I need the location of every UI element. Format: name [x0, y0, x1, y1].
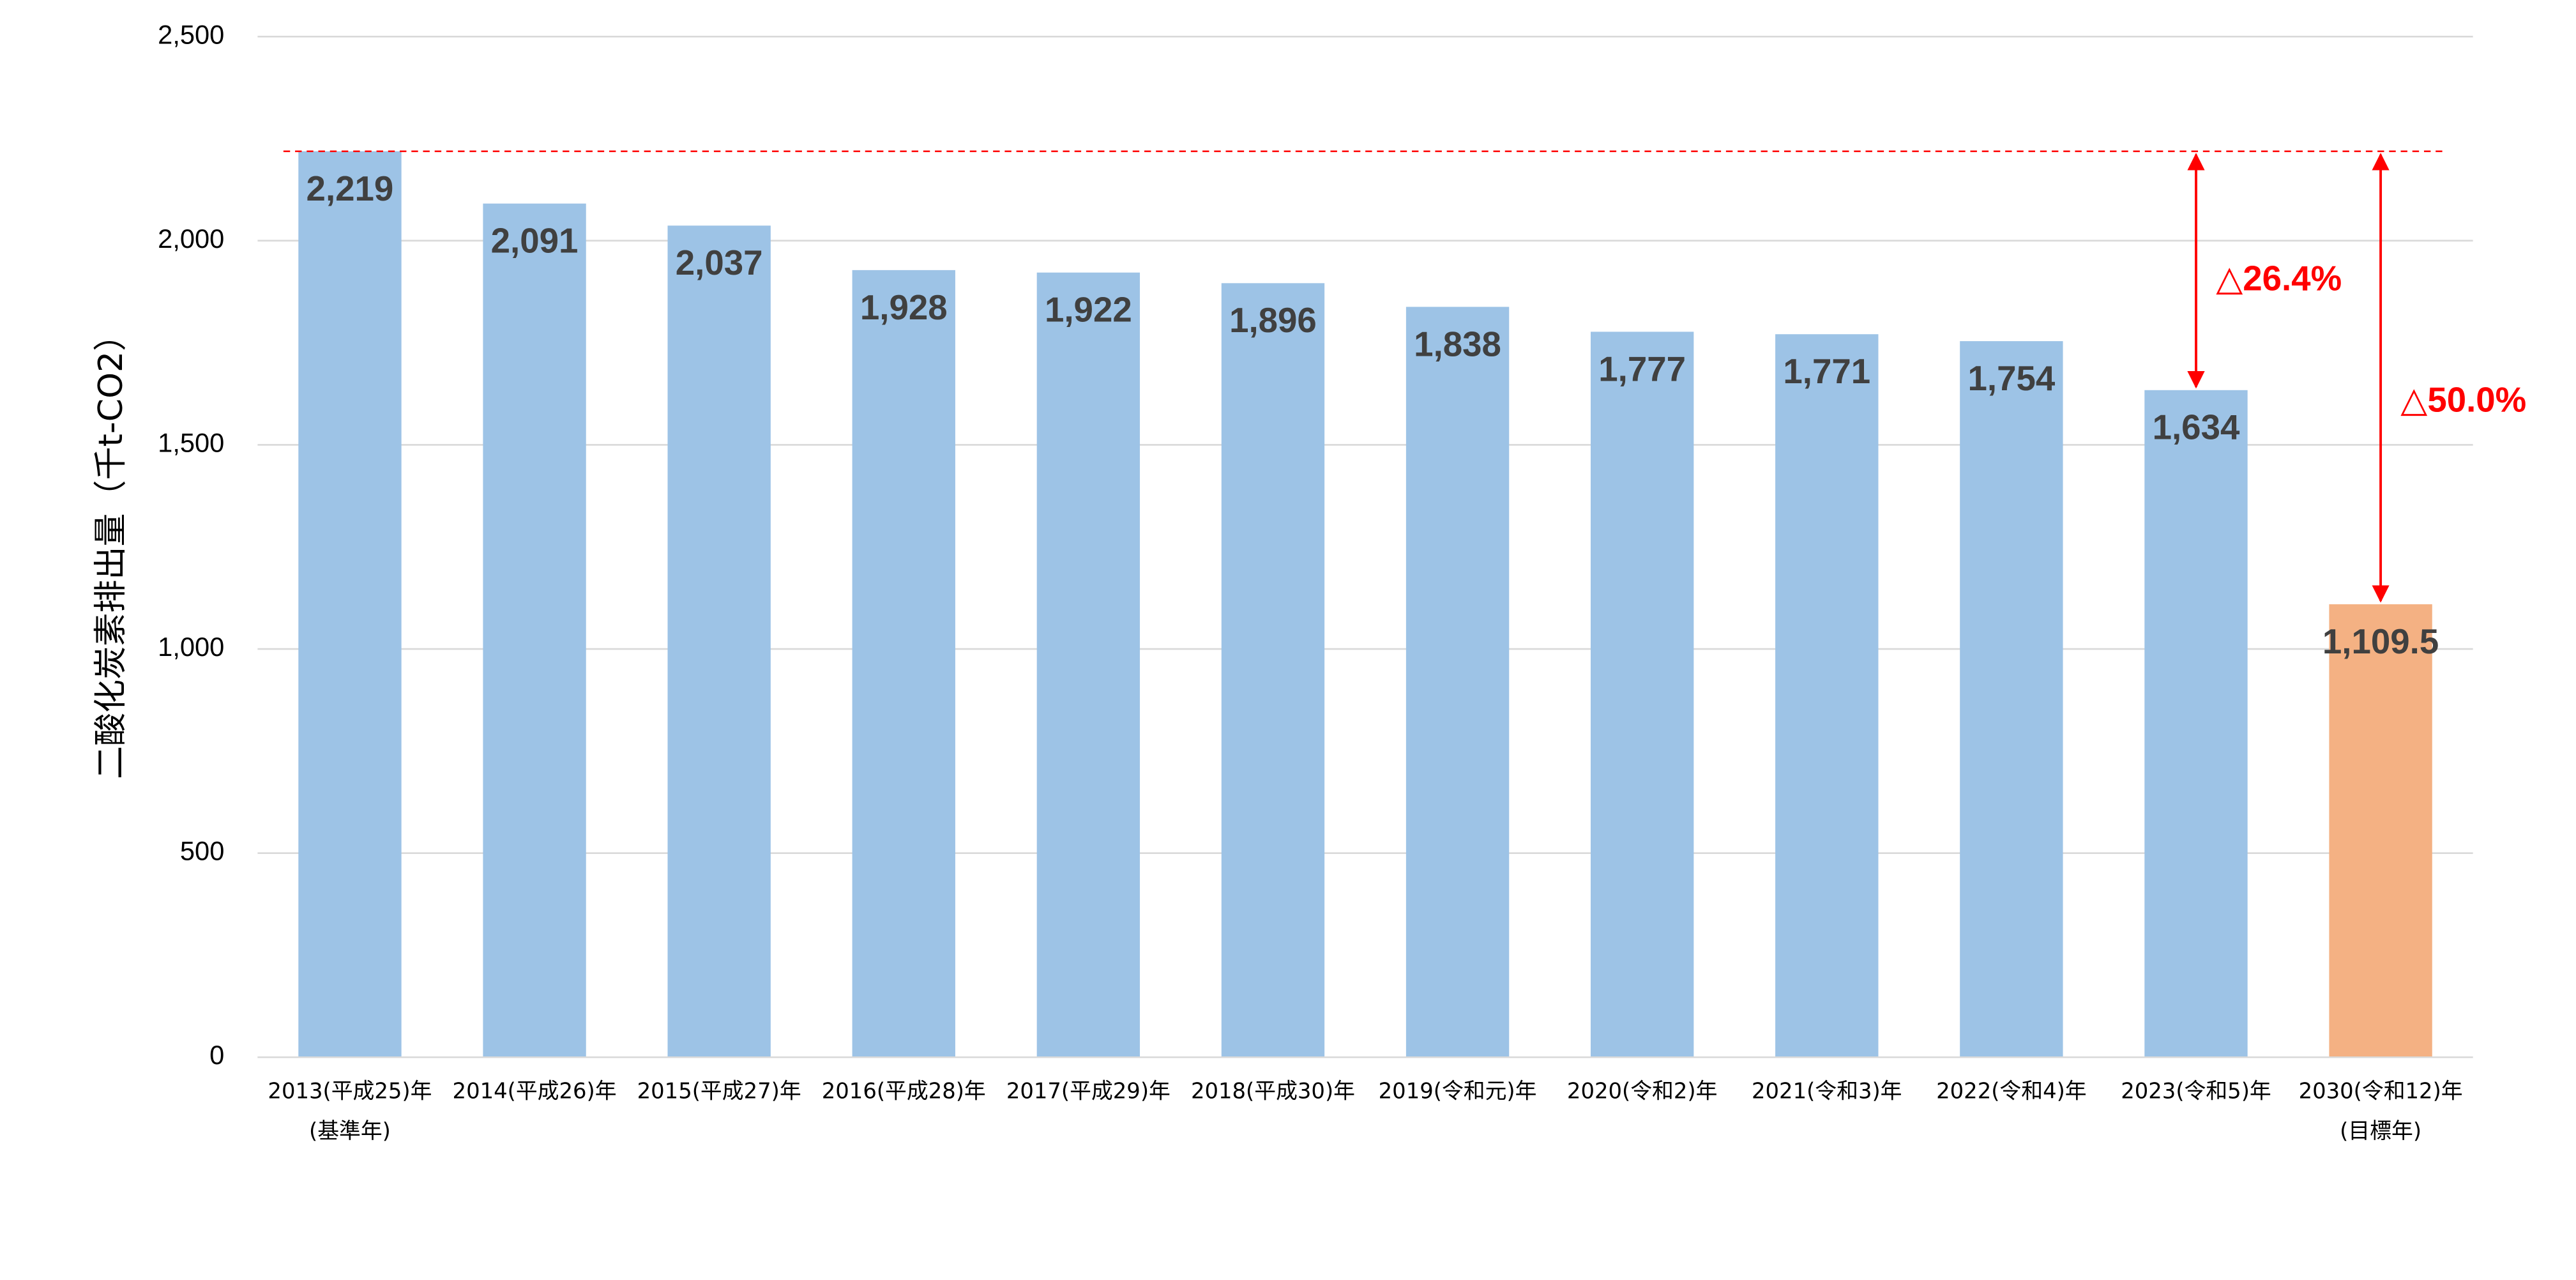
value-label: 2,037: [676, 243, 763, 282]
y-tick-label: 2,000: [158, 224, 224, 254]
x-tick-label: 2016(平成28)年: [822, 1078, 986, 1103]
bar: [1036, 272, 1140, 1058]
bar: [1960, 341, 2063, 1058]
value-label: 1,928: [860, 288, 948, 327]
x-tick-label: 2018(平成30)年: [1191, 1078, 1355, 1103]
x-tick-label: (基準年): [309, 1118, 391, 1143]
value-label: 2,219: [307, 169, 394, 208]
value-label: 1,109.5: [2322, 622, 2439, 661]
x-tick-label: 2013(平成25)年: [268, 1078, 432, 1103]
value-label: 1,777: [1598, 349, 1686, 388]
value-label: 1,771: [1783, 352, 1870, 391]
y-tick-label: 1,000: [158, 632, 224, 662]
y-tick-label: 0: [209, 1040, 224, 1070]
x-tick-label: 2017(平成29)年: [1006, 1078, 1171, 1103]
value-label: 1,754: [1968, 359, 2056, 398]
annotation: △50.0%: [2400, 380, 2526, 419]
bar: [298, 151, 402, 1058]
value-label: 2,091: [491, 222, 579, 261]
bar: [1775, 334, 1879, 1058]
x-tick-label: 2014(平成26)年: [453, 1078, 617, 1103]
x-tick-label: 2021(令和3)年: [1752, 1078, 1902, 1103]
bar: [1590, 331, 1694, 1058]
x-tick-label: 2015(平成27)年: [637, 1078, 801, 1103]
x-tick-label: 2030(令和12)年: [2299, 1078, 2463, 1103]
y-tick-label: 1,500: [158, 427, 224, 457]
y-axis-label: 二酸化炭素排出量（千t-CO2）: [92, 318, 130, 779]
value-label: 1,634: [2153, 408, 2240, 447]
bar: [667, 225, 771, 1058]
value-label: 1,922: [1045, 291, 1132, 330]
x-tick-label: (目標年): [2340, 1118, 2421, 1143]
bar: [1405, 307, 1510, 1058]
bar: [1221, 283, 1325, 1058]
y-tick-label: 2,500: [158, 19, 224, 49]
x-tick-label: 2023(令和5)年: [2121, 1078, 2271, 1103]
bar: [852, 270, 955, 1058]
annotation: △26.4%: [2216, 259, 2342, 298]
value-label: 1,896: [1229, 301, 1317, 340]
value-label: 1,838: [1414, 324, 1501, 363]
bar: [2144, 390, 2248, 1058]
x-tick-label: 2022(令和4)年: [1936, 1078, 2086, 1103]
x-tick-label: 2020(令和2)年: [1567, 1078, 1717, 1103]
x-tick-label: 2019(令和元)年: [1379, 1078, 1537, 1103]
bar: [2329, 604, 2432, 1058]
bar: [483, 203, 586, 1058]
y-tick-label: 500: [180, 836, 224, 866]
